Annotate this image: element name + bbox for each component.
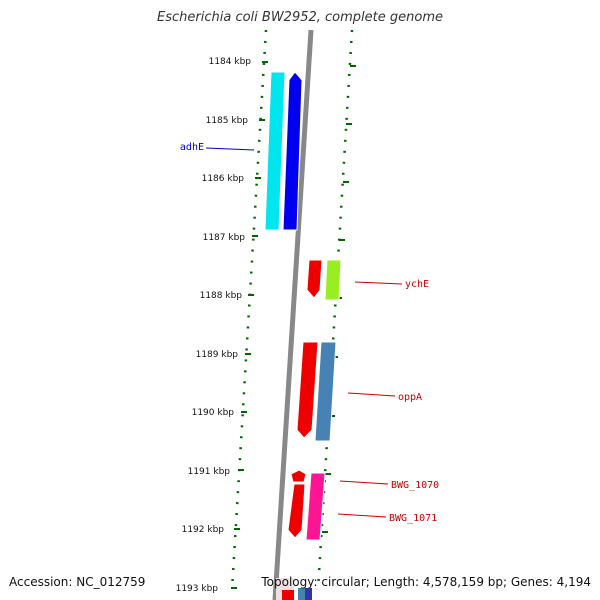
adhE-gene-cyan[interactable] <box>264 71 286 231</box>
tick-label: 1190 kbp <box>192 408 235 418</box>
BWG_1070-gene-red[interactable] <box>290 469 307 483</box>
gene-label-BWG_1070[interactable]: BWG_1070 <box>391 480 439 491</box>
adhE-leader <box>205 147 255 151</box>
oppA-gene-red[interactable] <box>296 341 319 439</box>
left-track-boundary <box>230 29 268 591</box>
topology-text: Topology: circular; Length: 4,578,159 bp… <box>261 575 591 589</box>
tick-label: 1191 kbp <box>188 467 231 477</box>
tick-label: 1187 kbp <box>203 233 246 243</box>
tick-label: 1192 kbp <box>182 525 225 535</box>
tick-label: 1186 kbp <box>202 174 245 184</box>
partial-gene-red <box>282 590 294 600</box>
accession-text: Accession: NC_012759 <box>9 575 146 589</box>
genome-backbone <box>272 29 314 600</box>
ychE-gene-green[interactable] <box>324 259 342 301</box>
partial-gene-blue <box>305 588 312 600</box>
right-track-boundary <box>316 29 354 591</box>
oppA-leader <box>347 392 396 397</box>
BWG_1070-leader <box>339 480 389 485</box>
oppA-gene-steel[interactable] <box>314 341 337 442</box>
tick-label: 1193 kbp <box>176 584 219 594</box>
left-tick-marks <box>231 61 268 589</box>
BWG_1070-gene-red-body[interactable] <box>287 483 306 539</box>
gene-label-ychE[interactable]: ychE <box>405 279 429 290</box>
adhE-gene-blue[interactable] <box>282 71 303 231</box>
tick-label: 1185 kbp <box>206 116 249 126</box>
ychE-gene-red[interactable] <box>306 259 323 299</box>
gene-label-adhE[interactable]: adhE <box>180 142 204 153</box>
BWG_1071-leader <box>337 513 387 518</box>
gene-label-BWG_1071[interactable]: BWG_1071 <box>389 513 437 524</box>
tick-label: 1189 kbp <box>196 350 239 360</box>
partial-gene-steel <box>298 588 305 600</box>
ychE-leader <box>354 281 403 285</box>
BWG_1071-gene-pink[interactable] <box>305 472 326 541</box>
gene-label-oppA[interactable]: oppA <box>398 392 422 403</box>
genome-title: Escherichia coli BW2952, complete genome <box>157 10 443 25</box>
tick-label: 1184 kbp <box>209 57 252 67</box>
tick-label: 1188 kbp <box>200 291 243 301</box>
